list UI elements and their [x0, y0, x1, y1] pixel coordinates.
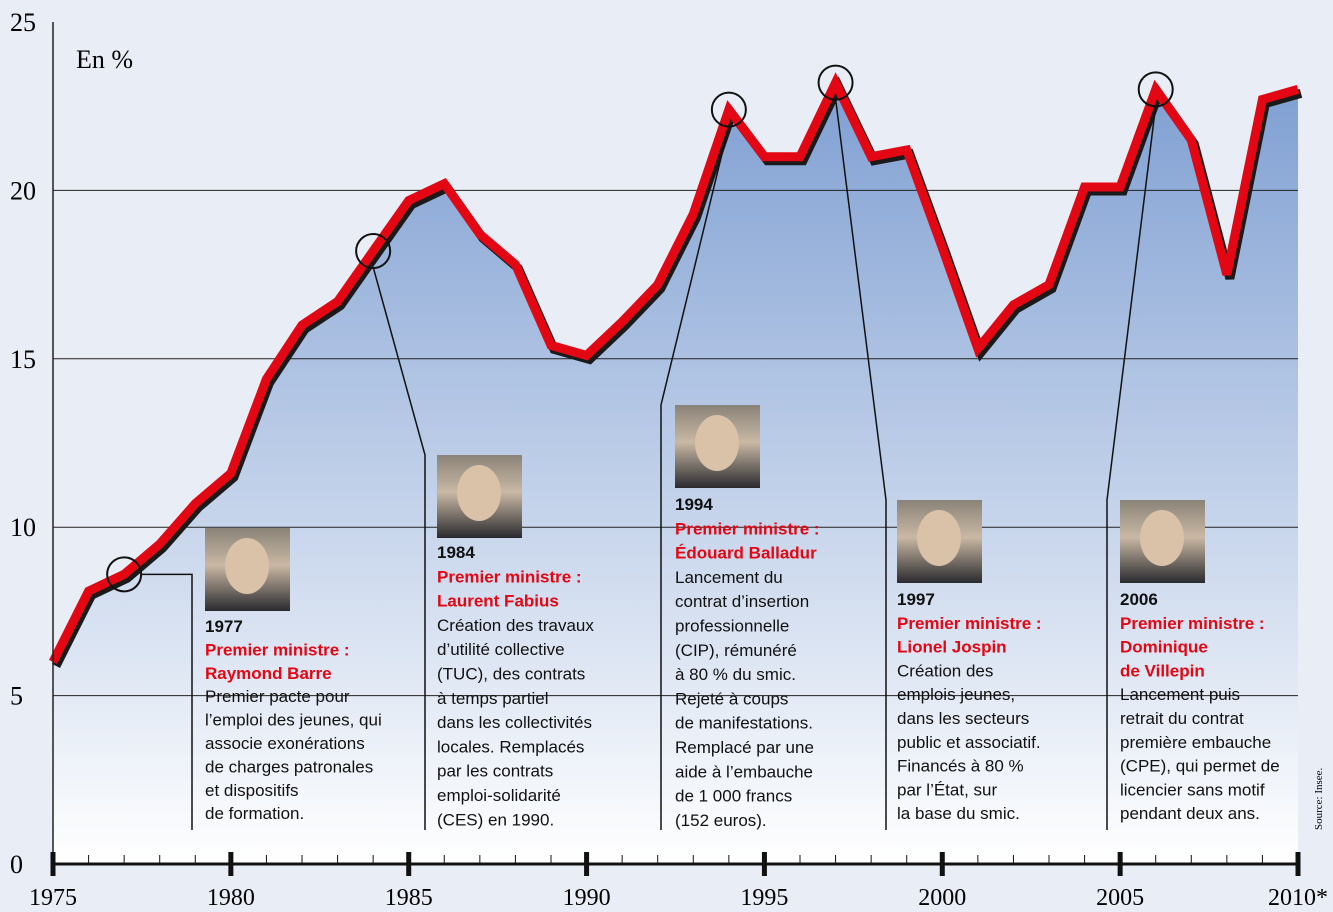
- annotation-title: Dominique: [1120, 638, 1208, 657]
- x-tick-label: 2010*: [1268, 885, 1328, 911]
- annotation-year: 1977: [205, 617, 243, 636]
- annotation-title: Premier ministre :: [897, 614, 1042, 633]
- x-tick-label: 1975: [29, 885, 77, 911]
- y-tick-label: 0: [10, 850, 23, 879]
- annotation-text: contrat d’insertion: [675, 592, 809, 611]
- x-major-tick: [762, 852, 767, 876]
- annotation-text: Création des travaux: [437, 616, 594, 635]
- annotation-text: et dispositifs: [205, 781, 299, 800]
- annotation-text: première embauche: [1120, 733, 1271, 752]
- annotation-title: Édouard Balladur: [675, 544, 817, 563]
- x-tick-label: 2000: [918, 885, 966, 911]
- x-tick-label: 1995: [740, 885, 788, 911]
- annotation-title: Raymond Barre: [205, 664, 332, 683]
- annotation-text: emplois jeunes,: [897, 685, 1015, 704]
- annotation-text: de formation.: [205, 804, 304, 823]
- portrait-face: [695, 415, 739, 471]
- annotation-text: Lancement puis: [1120, 685, 1240, 704]
- x-major-tick: [1118, 852, 1123, 876]
- annotation-year: 2006: [1120, 590, 1158, 609]
- x-tick-label: 2005: [1096, 885, 1144, 911]
- portrait-face: [225, 538, 269, 594]
- annotation-text: dans les secteurs: [897, 709, 1029, 728]
- y-tick-label: 10: [10, 513, 36, 542]
- portrait-face: [917, 510, 961, 566]
- x-tick-label: 1980: [207, 885, 255, 911]
- portrait-face: [1140, 510, 1184, 566]
- annotation-text: retrait du contrat: [1120, 709, 1244, 728]
- annotation-year: 1994: [675, 495, 713, 514]
- annotation-text: l’emploi des jeunes, qui: [205, 711, 382, 730]
- annotation-text: licencier sans motif: [1120, 780, 1265, 799]
- annotation-text: dans les collectivités: [437, 713, 592, 732]
- x-tick-label: 1990: [563, 885, 611, 911]
- x-major-tick: [940, 852, 945, 876]
- y-tick-label: 15: [10, 345, 36, 374]
- annotation-text: (152 euros).: [675, 811, 767, 830]
- annotation-title: Lionel Jospin: [897, 638, 1007, 657]
- annotation-text: professionnelle: [675, 617, 789, 636]
- annotation-year: 1984: [437, 543, 475, 562]
- x-major-tick: [51, 852, 56, 876]
- annotation-title: Premier ministre :: [675, 519, 820, 538]
- annotation-text: par l’État, sur: [897, 780, 997, 799]
- annotation-text: d’utilité collective: [437, 640, 565, 659]
- annotation-text: de charges patronales: [205, 757, 373, 776]
- x-major-tick: [228, 852, 233, 876]
- annotation-year: 1997: [897, 590, 935, 609]
- x-major-tick: [584, 852, 589, 876]
- annotation-title: Premier ministre :: [437, 567, 582, 586]
- annotation-text: Premier pacte pour: [205, 687, 350, 706]
- annotation-title: Premier ministre :: [1120, 614, 1265, 633]
- annotation-text: Lancement du: [675, 568, 783, 587]
- annotation-text: locales. Remplacés: [437, 737, 584, 756]
- annotation-text: Financés à 80 %: [897, 757, 1024, 776]
- unit-label: En %: [76, 45, 133, 74]
- annotation-text: (CPE), qui permet de: [1120, 757, 1280, 776]
- chart: En % Source: Insee. 1975 1980 1985 1990 1995…: [0, 0, 1333, 912]
- annotation-text: de manifestations.: [675, 714, 813, 733]
- y-tick-label: 5: [10, 682, 23, 711]
- annotation-text: aide à l’embauche: [675, 762, 813, 781]
- x-major-tick: [406, 852, 411, 876]
- annotation-text: pendant deux ans.: [1120, 804, 1260, 823]
- annotation-title: Premier ministre :: [205, 640, 350, 659]
- annotation-text: emploi-solidarité: [437, 786, 561, 805]
- annotation-text: (CES) en 1990.: [437, 810, 554, 829]
- annotation-text: Création des: [897, 661, 993, 680]
- annotation-title: de Villepin: [1120, 661, 1205, 680]
- annotation-text: (TUC), des contrats: [437, 665, 585, 684]
- y-tick-label: 20: [10, 176, 36, 205]
- portrait-face: [457, 465, 501, 521]
- annotation-text: de 1 000 francs: [675, 787, 792, 806]
- y-tick-label: 25: [10, 8, 36, 37]
- source: Source: Insee.: [1313, 767, 1325, 830]
- x-major-tick: [1296, 852, 1301, 876]
- annotation-text: à temps partiel: [437, 689, 549, 708]
- annotation-text: public et associatif.: [897, 733, 1041, 752]
- annotation-text: à 80 % du smic.: [675, 665, 796, 684]
- annotation-text: Remplacé par une: [675, 738, 814, 757]
- annotation-text: associe exonérations: [205, 734, 365, 753]
- annotation-title: Laurent Fabius: [437, 592, 559, 611]
- x-tick-label: 1985: [385, 885, 433, 911]
- annotation-text: (CIP), rémunéré: [675, 641, 797, 660]
- annotation-text: Rejeté à coups: [675, 689, 788, 708]
- annotation-text: la base du smic.: [897, 804, 1020, 823]
- page: {"chart_data": {"type": "area", "unit_la…: [0, 0, 1333, 912]
- annotation-text: par les contrats: [437, 762, 553, 781]
